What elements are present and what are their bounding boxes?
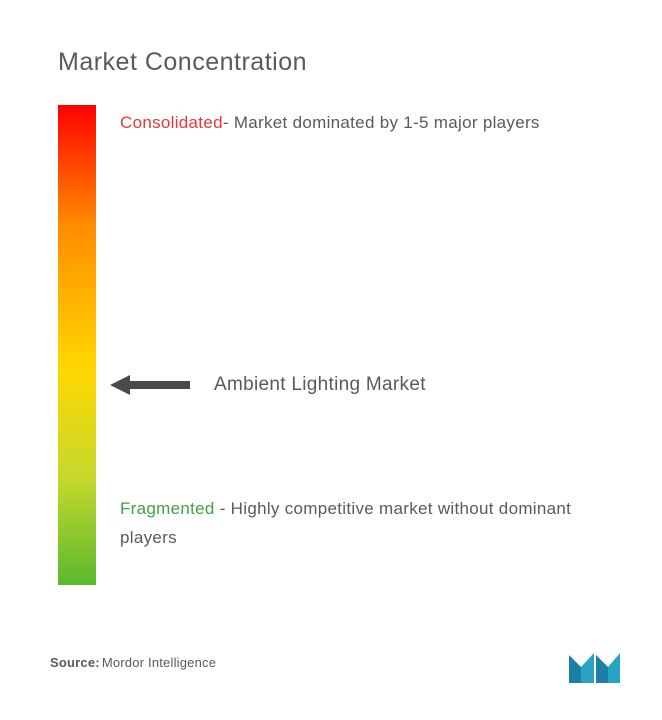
market-name-label: Ambient Lighting Market — [214, 374, 426, 396]
labels-area: Consolidated- Market dominated by 1-5 ma… — [96, 105, 612, 585]
consolidated-term: Consolidated — [120, 113, 223, 132]
fragmented-label: Fragmented - Highly competitive market w… — [120, 495, 602, 553]
page-title: Market Concentration — [58, 48, 612, 77]
consolidated-description: - Market dominated by 1-5 major players — [223, 113, 540, 132]
fragmented-term: Fragmented — [120, 499, 215, 518]
source-footer: Source: Mordor Intelligence — [50, 655, 216, 670]
source-label: Source: — [50, 655, 100, 670]
consolidated-label: Consolidated- Market dominated by 1-5 ma… — [120, 109, 602, 138]
market-marker: Ambient Lighting Market — [110, 373, 426, 397]
source-name: Mordor Intelligence — [102, 655, 216, 670]
content-area: Consolidated- Market dominated by 1-5 ma… — [50, 105, 612, 585]
arrow-left-icon — [110, 373, 190, 397]
concentration-gradient-bar — [58, 105, 96, 585]
mordor-logo-icon — [567, 645, 622, 685]
